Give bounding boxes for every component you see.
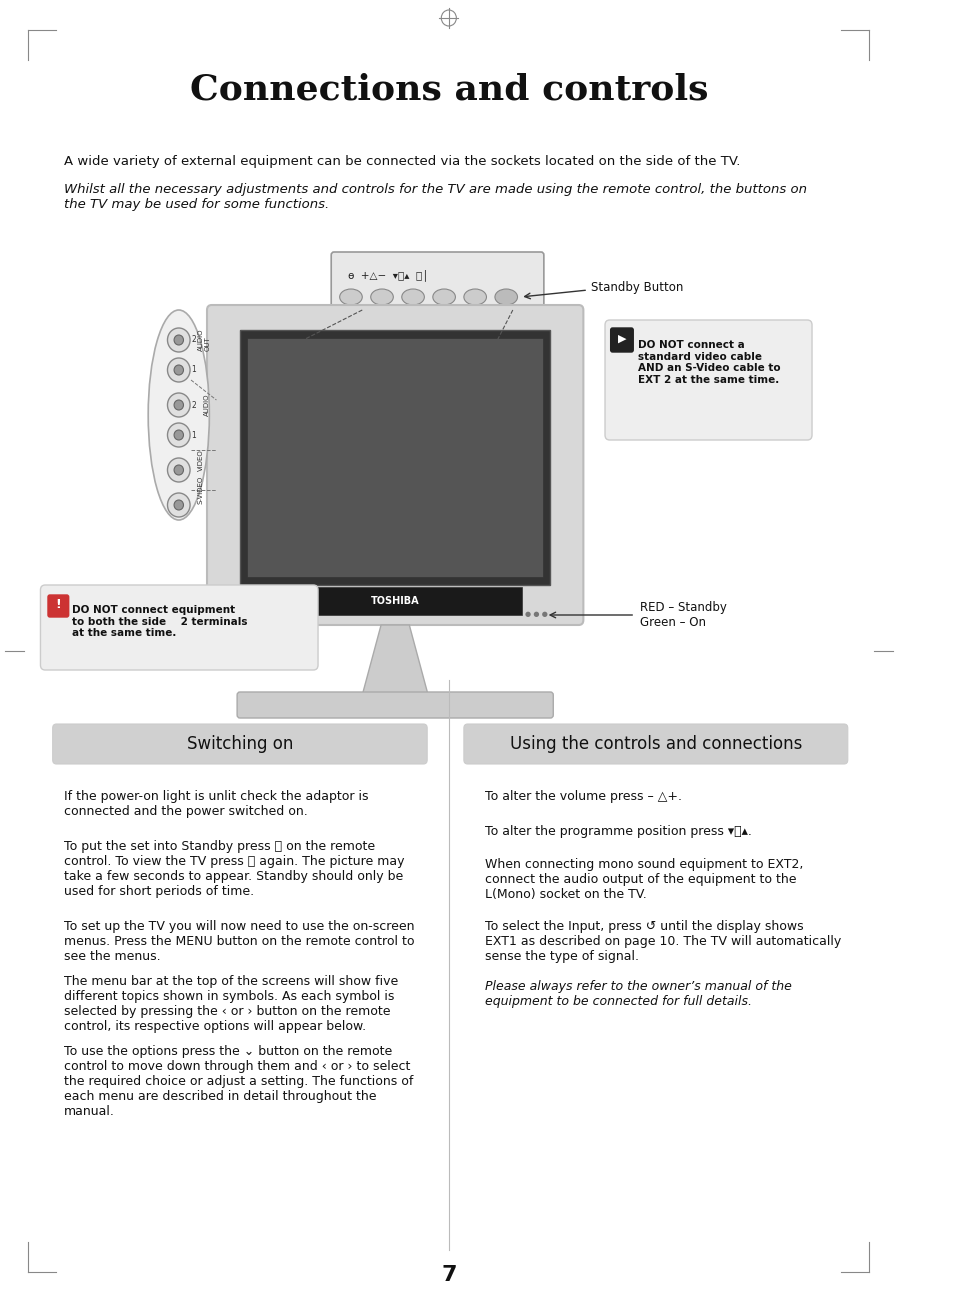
Text: To use the options press the ⌄ button on the remote
control to move down through: To use the options press the ⌄ button on… [64, 1046, 413, 1118]
Text: ▶: ▶ [617, 335, 625, 344]
Circle shape [173, 500, 183, 510]
FancyBboxPatch shape [40, 585, 317, 671]
Text: To alter the volume press – △+.: To alter the volume press – △+. [484, 790, 680, 803]
FancyBboxPatch shape [207, 305, 583, 625]
Text: ѳ  +△−  ▾ⓟ▴  ⏽│: ѳ +△− ▾ⓟ▴ ⏽│ [348, 270, 428, 281]
Text: TOSHIBA: TOSHIBA [371, 596, 419, 605]
FancyBboxPatch shape [610, 328, 633, 352]
Text: A wide variety of external equipment can be connected via the sockets located on: A wide variety of external equipment can… [64, 155, 740, 168]
Text: Please always refer to the owner’s manual of the
equipment to be connected for f: Please always refer to the owner’s manua… [484, 980, 791, 1008]
Text: RED – Standby
Green – On: RED – Standby Green – On [639, 602, 726, 629]
Circle shape [168, 493, 190, 517]
FancyBboxPatch shape [240, 329, 550, 585]
Ellipse shape [495, 289, 517, 305]
FancyBboxPatch shape [48, 595, 69, 617]
FancyBboxPatch shape [463, 724, 847, 764]
Circle shape [173, 430, 183, 440]
Ellipse shape [463, 289, 486, 305]
Ellipse shape [401, 289, 424, 305]
Circle shape [168, 328, 190, 352]
Text: 2: 2 [191, 401, 195, 410]
Circle shape [168, 458, 190, 482]
FancyBboxPatch shape [237, 691, 553, 717]
Text: VIDEO: VIDEO [197, 449, 203, 471]
Text: If the power-on light is unlit check the adaptor is
connected and the power swit: If the power-on light is unlit check the… [64, 790, 368, 818]
Ellipse shape [371, 289, 393, 305]
Text: ● ● ●: ● ● ● [524, 611, 547, 617]
Text: To set up the TV you will now need to use the on-screen
menus. Press the MENU bu: To set up the TV you will now need to us… [64, 921, 414, 963]
Text: 2: 2 [191, 336, 195, 345]
Text: Connections and controls: Connections and controls [190, 73, 707, 107]
Circle shape [173, 365, 183, 375]
Polygon shape [362, 625, 428, 695]
Circle shape [168, 358, 190, 381]
Text: 1: 1 [191, 431, 195, 440]
FancyBboxPatch shape [268, 587, 521, 615]
Circle shape [168, 393, 190, 417]
Ellipse shape [148, 310, 209, 519]
Circle shape [173, 465, 183, 475]
Text: To put the set into Standby press ⏽ on the remote
control. To view the TV press : To put the set into Standby press ⏽ on t… [64, 840, 404, 898]
Text: Standby Button: Standby Button [590, 281, 682, 294]
Circle shape [173, 335, 183, 345]
FancyBboxPatch shape [604, 320, 811, 440]
Text: Using the controls and connections: Using the controls and connections [509, 736, 801, 753]
Text: Whilst all the necessary adjustments and controls for the TV are made using the : Whilst all the necessary adjustments and… [64, 184, 806, 211]
Text: AUDIO
OUT: AUDIO OUT [197, 328, 211, 352]
Text: !: ! [55, 599, 61, 612]
Text: DO NOT connect a
standard video cable
AND an S-Video cable to
EXT 2 at the same : DO NOT connect a standard video cable AN… [638, 340, 780, 385]
Text: Switching on: Switching on [187, 736, 293, 753]
Text: DO NOT connect equipment
to both the side    2 terminals
at the same time.: DO NOT connect equipment to both the sid… [71, 605, 247, 638]
Text: To alter the programme position press ▾ⓟ▴.: To alter the programme position press ▾ⓟ… [484, 825, 751, 838]
Text: 1: 1 [191, 366, 195, 375]
Circle shape [173, 400, 183, 410]
Text: When connecting mono sound equipment to EXT2,
connect the audio output of the eq: When connecting mono sound equipment to … [484, 858, 802, 901]
FancyBboxPatch shape [52, 724, 427, 764]
Text: To select the Input, press ↺ until the display shows
EXT1 as described on page 1: To select the Input, press ↺ until the d… [484, 921, 840, 963]
Text: AUDIO: AUDIO [204, 393, 210, 417]
Text: 7: 7 [440, 1266, 456, 1285]
Text: S-VIDEO: S-VIDEO [197, 475, 203, 504]
Text: The menu bar at the top of the screens will show five
different topics shown in : The menu bar at the top of the screens w… [64, 975, 397, 1032]
Circle shape [168, 423, 190, 447]
FancyBboxPatch shape [247, 339, 542, 577]
Ellipse shape [339, 289, 362, 305]
FancyBboxPatch shape [331, 253, 543, 312]
Ellipse shape [433, 289, 455, 305]
